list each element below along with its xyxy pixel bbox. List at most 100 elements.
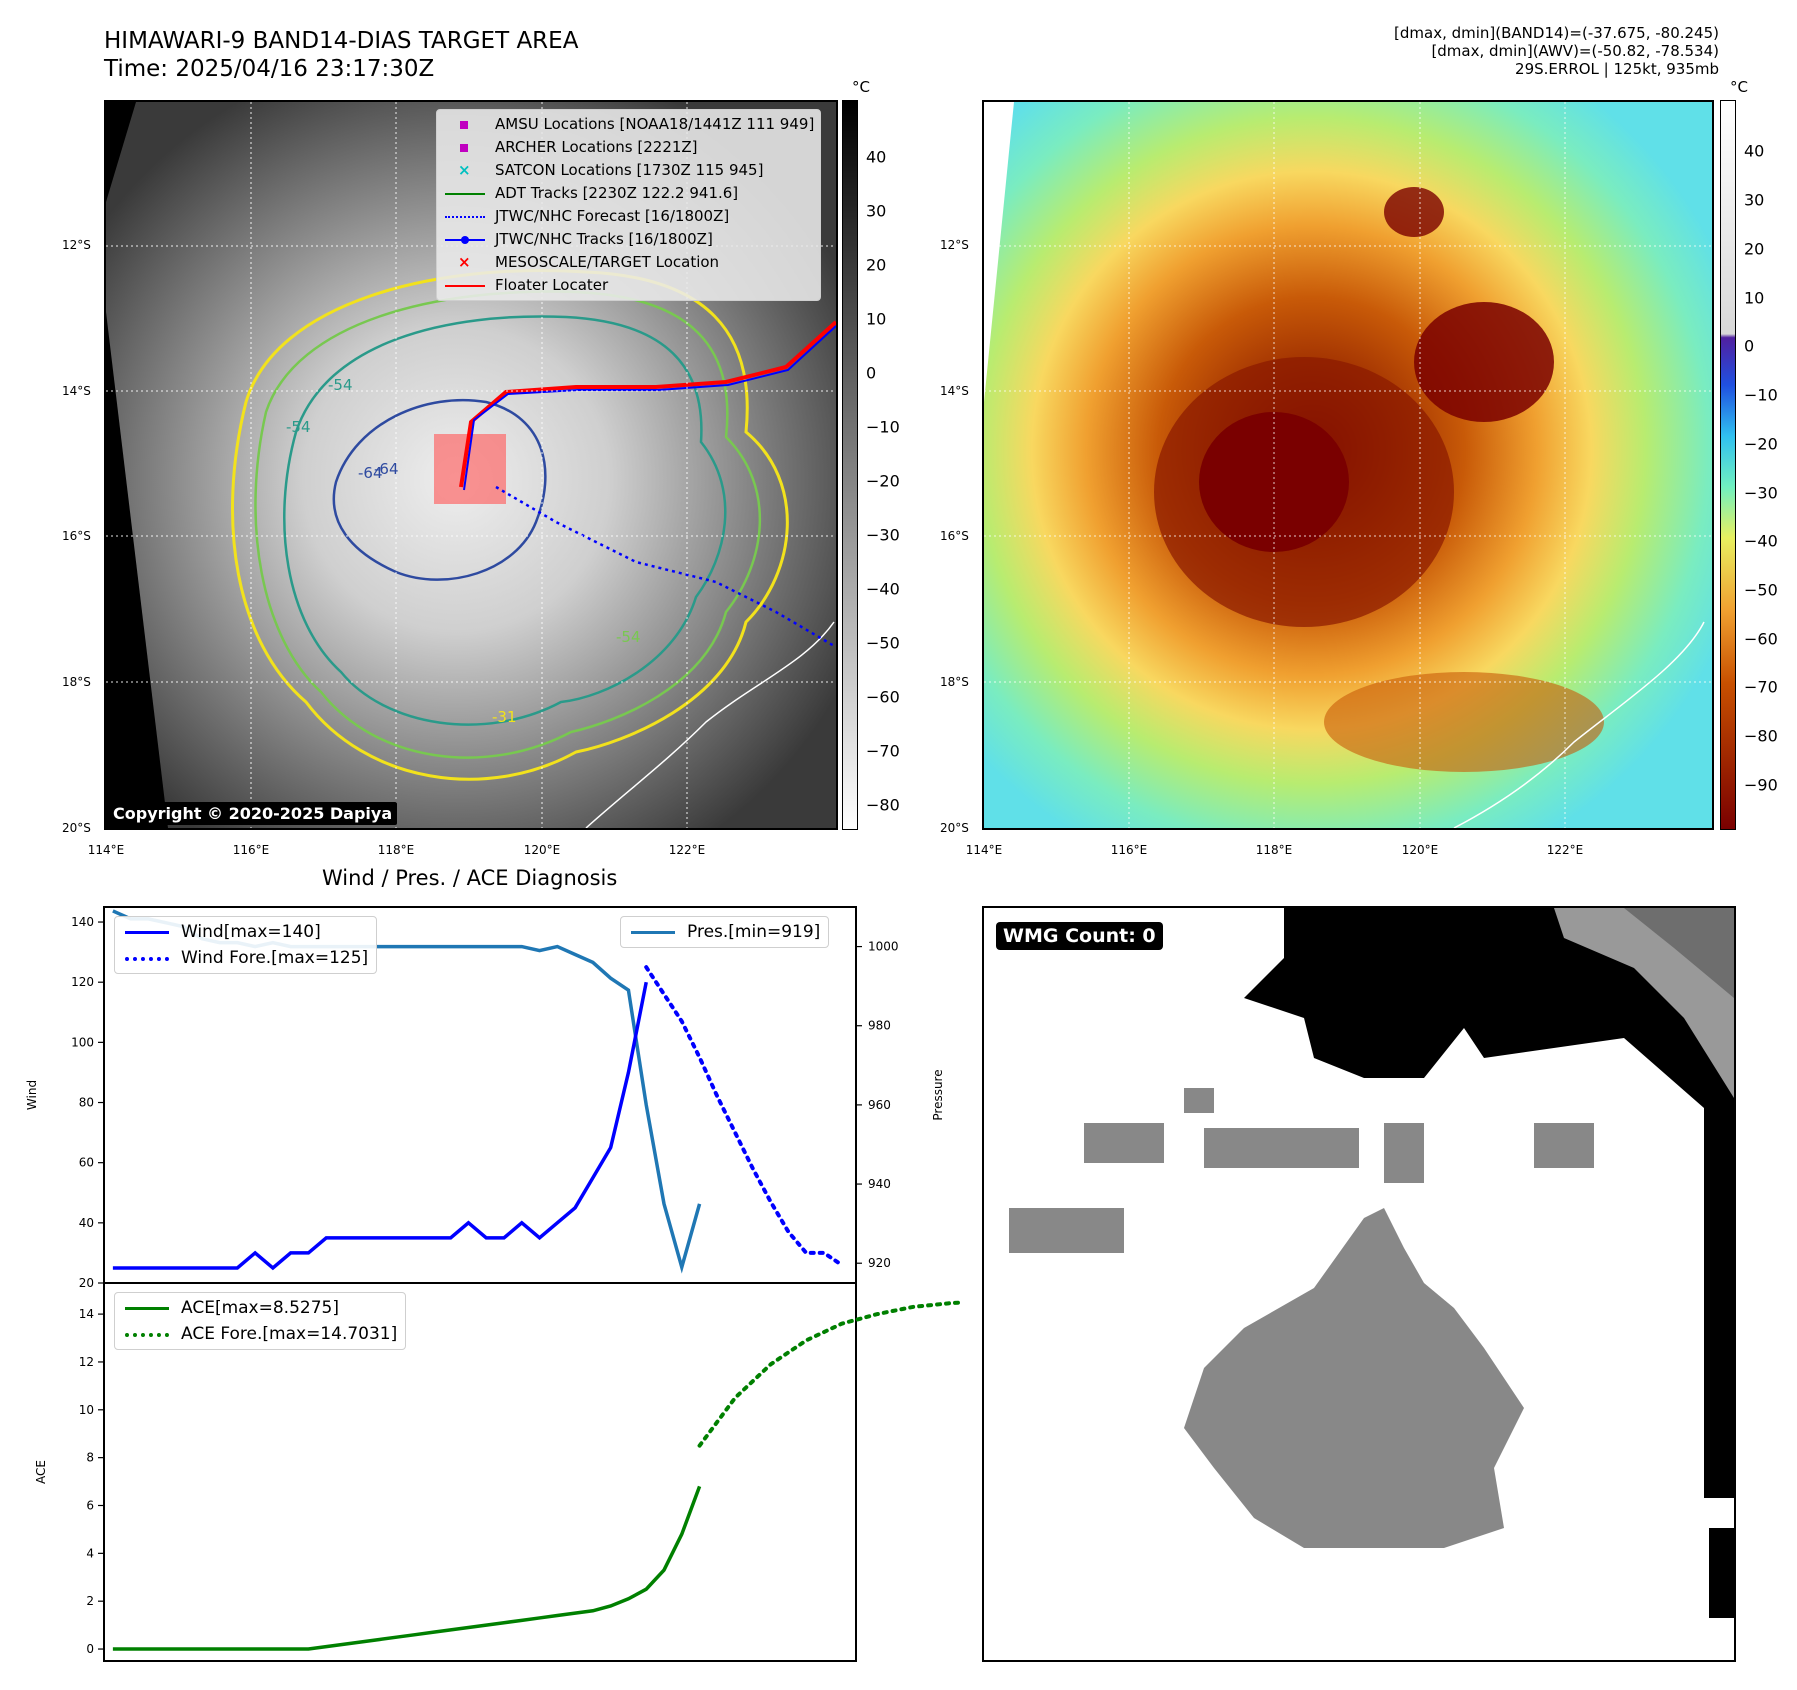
y-tick-label: 6	[86, 1498, 94, 1512]
line-marker-icon	[443, 279, 487, 293]
lon-label-118e: 118°E	[377, 843, 415, 857]
legend-row-adt: ADT Tracks [2230Z 122.2 941.6]	[443, 182, 814, 205]
lon-label-114e: 114°E	[87, 843, 125, 857]
wmg-core-region	[1184, 1208, 1524, 1548]
lat-label-16s: 16°S	[940, 529, 969, 543]
wmg-darkgray-region	[1624, 908, 1734, 998]
awv-colorbar-unit: °C	[1730, 78, 1748, 96]
wind-y-axis: 20 40 60 80 100 120 140	[71, 915, 104, 1290]
line-marker-icon	[443, 187, 487, 201]
info-block: [dmax, dmin](BAND14)=(-37.675, -80.245) …	[1394, 24, 1719, 78]
y-tick-label: 80	[79, 1096, 94, 1110]
y-tick-label: 2	[86, 1594, 94, 1608]
lon-label-118e: 118°E	[1255, 843, 1293, 857]
y-tick-label: 140	[71, 915, 94, 929]
legend-row-amsu: AMSU Locations [NOAA18/1441Z 111 949]	[443, 113, 814, 136]
lat-label-14s: 14°S	[62, 384, 91, 398]
legend-wind: Wind[max=140]	[123, 919, 368, 945]
legend-row-floater: Floater Locater	[443, 274, 814, 297]
lon-label-122e: 122°E	[668, 843, 706, 857]
legend-row-satcon: × SATCON Locations [1730Z 115 945]	[443, 159, 814, 182]
figure-time: Time: 2025/04/16 23:17:30Z	[104, 56, 435, 82]
legend-row-target: × MESOSCALE/TARGET Location	[443, 251, 814, 274]
lon-label-116e: 116°E	[1110, 843, 1148, 857]
solid-line-icon	[123, 1302, 173, 1314]
y-tick-label: 10	[79, 1403, 94, 1417]
y-tick-label: 14	[79, 1307, 94, 1321]
figure-title: HIMAWARI-9 BAND14-DIAS TARGET AREA	[104, 28, 579, 54]
wmg-image	[1009, 908, 1734, 1618]
lat-label-18s: 18°S	[62, 675, 91, 689]
lat-label-18s: 18°S	[940, 675, 969, 689]
info-awv: [dmax, dmin](AWV)=(-50.82, -78.534)	[1431, 42, 1719, 60]
y-tick-label: 100	[71, 1035, 94, 1049]
y-tick-label: 8	[86, 1451, 94, 1465]
awv-cold-top-2	[1384, 187, 1444, 237]
info-band14: [dmax, dmin](BAND14)=(-37.675, -80.245)	[1394, 24, 1719, 42]
pressure-axis-label: Pressure	[931, 1069, 945, 1120]
lon-label-122e: 122°E	[1546, 843, 1584, 857]
forecast-track	[495, 485, 836, 649]
wmg-patch	[1009, 1208, 1124, 1253]
wind-line-observed	[112, 981, 648, 1271]
ir-colorbar-ticks: 40 30 20 10 0 −10 −20 −30 −40 −50 −60 −7…	[866, 147, 900, 815]
square-marker-icon	[443, 118, 487, 132]
legend-ace-forecast: ACE Fore.[max=14.7031]	[123, 1321, 397, 1347]
contour-blue	[332, 398, 547, 581]
wmg-patch	[1384, 1123, 1424, 1183]
wmg-cold-patch	[1704, 1408, 1734, 1498]
dotted-line-icon	[123, 1328, 173, 1340]
wmg-patch	[1184, 1088, 1214, 1113]
awv-gridlines	[984, 102, 1712, 828]
y-tick-label: 940	[868, 1177, 891, 1191]
lon-label-116e: 116°E	[232, 843, 270, 857]
wmg-patch	[1534, 1123, 1594, 1168]
awv-colorbar-ticks: 40 30 20 10 0 −10 −20 −30 −40 −50 −60 −7…	[1744, 141, 1778, 795]
wmg-cold-patch	[1709, 1528, 1734, 1618]
wmg-count-label: WMG Count: 0	[996, 922, 1163, 950]
wmg-patch	[1084, 1123, 1164, 1163]
coastline	[1453, 621, 1705, 828]
lat-label-12s: 12°S	[940, 238, 969, 252]
awv-cold-top	[1414, 302, 1554, 422]
jtwc-track	[463, 325, 836, 491]
wind-series	[112, 965, 844, 1271]
awv-image-panel	[982, 100, 1714, 830]
coastline	[585, 621, 835, 828]
awv-band	[1324, 672, 1604, 772]
lat-label-12s: 12°S	[62, 238, 91, 252]
wmg-cold-region	[1244, 908, 1734, 1448]
y-tick-label: 0	[86, 1642, 94, 1656]
ir-colorbar	[842, 100, 858, 830]
dotted-line-icon	[443, 210, 487, 224]
ir-legend: AMSU Locations [NOAA18/1441Z 111 949] AR…	[436, 109, 822, 301]
ace-line-forecast	[697, 1300, 960, 1448]
pressure-y-axis: 920 940 960 980 1000	[856, 940, 899, 1270]
ace-axes	[103, 1282, 857, 1662]
solid-line-icon	[629, 926, 679, 938]
y-tick-label: 120	[71, 975, 94, 989]
contour-label-1: -54	[328, 376, 353, 394]
legend-pressure: Pres.[min=919]	[629, 919, 820, 945]
info-storm: 29S.ERROL | 125kt, 935mb	[1515, 60, 1719, 78]
ir-image-panel: -54 -64 -54 -64 -54 -31 AMSU Locations […	[104, 100, 838, 830]
awv-colorbar	[1720, 100, 1736, 830]
lat-label-16s: 16°S	[62, 529, 91, 543]
ace-legend: ACE[max=8.5275] ACE Fore.[max=14.7031]	[114, 1292, 407, 1350]
lat-label-20s: 20°S	[940, 821, 969, 835]
y-tick-label: 40	[79, 1216, 94, 1230]
y-tick-label: 12	[79, 1355, 94, 1369]
solid-line-icon	[123, 926, 173, 938]
wind-line-forecast	[644, 965, 844, 1267]
y-tick-label: 960	[868, 1098, 891, 1112]
wind-axis-label: Wind	[25, 1080, 39, 1110]
contour-teal	[283, 315, 727, 726]
diagnosis-title: Wind / Pres. / ACE Diagnosis	[322, 866, 618, 890]
contour-label-5: -54	[616, 628, 641, 646]
y-tick-label: 4	[86, 1546, 94, 1560]
wmg-panel: WMG Count: 0	[982, 906, 1736, 1662]
lon-label-120e: 120°E	[1401, 843, 1439, 857]
lat-label-20s: 20°S	[62, 821, 91, 835]
contour-label-6: -31	[492, 708, 517, 726]
legend-row-tracks: JTWC/NHC Tracks [16/1800Z]	[443, 228, 814, 251]
